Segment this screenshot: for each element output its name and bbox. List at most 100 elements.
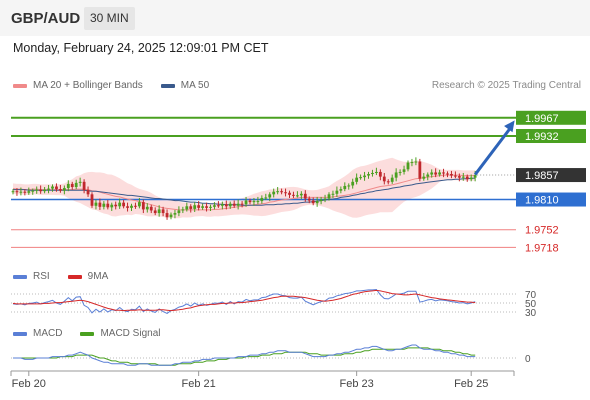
candle-body [434,172,438,175]
candle-body [145,206,149,210]
rsi-legend-swatch [13,274,27,279]
candle-body [319,199,323,202]
time-tick-label-0: Feb 20 [12,378,46,390]
candle-body [232,203,236,206]
candle-body [43,189,46,192]
candle-body [126,206,129,208]
candle-body [398,171,402,173]
candle-body [98,202,102,207]
rsi-ma-legend-swatch [67,274,82,279]
candle-body [256,201,260,203]
candle-body [315,201,319,204]
candle-body [66,183,70,189]
candle-body [35,189,39,191]
candle-body [39,189,43,192]
candle-body [355,177,359,182]
candle-body [378,171,382,177]
candle-body [189,206,193,209]
candle-body [331,193,335,195]
candle-body [59,189,62,191]
ma20-legend-swatch [13,83,27,88]
candle-body [430,172,434,175]
candle-body [51,186,54,189]
candle-body [11,191,15,193]
candle-body [31,190,35,192]
candle-body [371,172,374,175]
candle-body [426,174,430,177]
candle-body [110,204,114,208]
candle-body [118,202,122,207]
ma50-line [13,177,476,206]
candle-body [454,175,457,177]
time-tick-label-2: Feb 23 [340,378,374,390]
candle-body [209,206,212,208]
chart-datetime: Monday, February 24, 2025 12:09:01 PM CE… [13,41,269,55]
candle-body [299,193,303,196]
candle-body [473,175,477,178]
candle-body [153,210,157,214]
candle-body [303,193,307,199]
candle-body [469,177,473,180]
candle-body [276,191,280,193]
projection-arrow-head [504,120,515,133]
ma50-legend-label: MA 50 [180,80,210,91]
rsi-ref-label-2: 30 [525,308,537,319]
candle-body [244,200,248,205]
candle-body [347,185,351,187]
price-panel: 1.9967 1.9932 1.9857 1.9810 1.9752 1.9718 [11,110,586,254]
macd-legend-swatch [13,331,27,336]
candle-body [390,177,394,182]
candle-body [327,194,331,199]
candle-body [90,194,94,206]
level-label-0: 1.9967 [525,113,559,125]
candle-body [457,176,461,178]
candle-body [74,182,78,188]
candle-body [47,188,50,190]
candle-body [386,181,390,183]
candle-body [422,176,426,179]
rsi-ma-line [12,289,476,312]
candle-body [260,197,264,202]
candle-body [288,192,291,195]
candle-body [130,205,133,208]
candle-body [27,191,31,193]
candle-body [248,200,252,203]
candle-body [418,161,422,179]
candle-body [406,162,410,170]
candle-body [367,174,370,176]
candle-body [335,190,339,194]
candle-body [94,202,98,206]
candle-body [438,172,441,175]
level-label-5: 1.9718 [525,242,559,254]
candle-body [106,203,110,208]
macd-legend-label: MACD [33,328,63,339]
candle-body [82,181,86,191]
candle-body [149,206,153,211]
time-tick-label-3: Feb 25 [454,378,488,390]
time-axis: Feb 20 Feb 21 Feb 23 Feb 25 [10,370,515,390]
candle-body [213,205,216,207]
candle-body [410,162,414,164]
candle-body [23,191,27,193]
candle-body [284,192,287,194]
candle-body [382,176,386,182]
candle-body [205,206,208,208]
candle-body [220,204,224,206]
macd-signal-legend-label: MACD Signal [100,328,161,339]
candle-body [450,174,453,176]
candle-body [19,191,23,193]
level-tag-3 [516,192,586,207]
candle-body [201,206,204,208]
projection-arrow-shaft [473,125,513,176]
candle-body [173,213,177,215]
candle-body [264,197,268,199]
candle-body [307,198,311,201]
timeframe-badge[interactable]: 30 MIN [84,7,135,30]
candle-body [55,186,58,190]
candle-body [224,204,228,207]
rsi-legend: RSI 9MA [13,271,126,282]
macd-line [13,344,476,366]
candle-body [62,188,66,191]
